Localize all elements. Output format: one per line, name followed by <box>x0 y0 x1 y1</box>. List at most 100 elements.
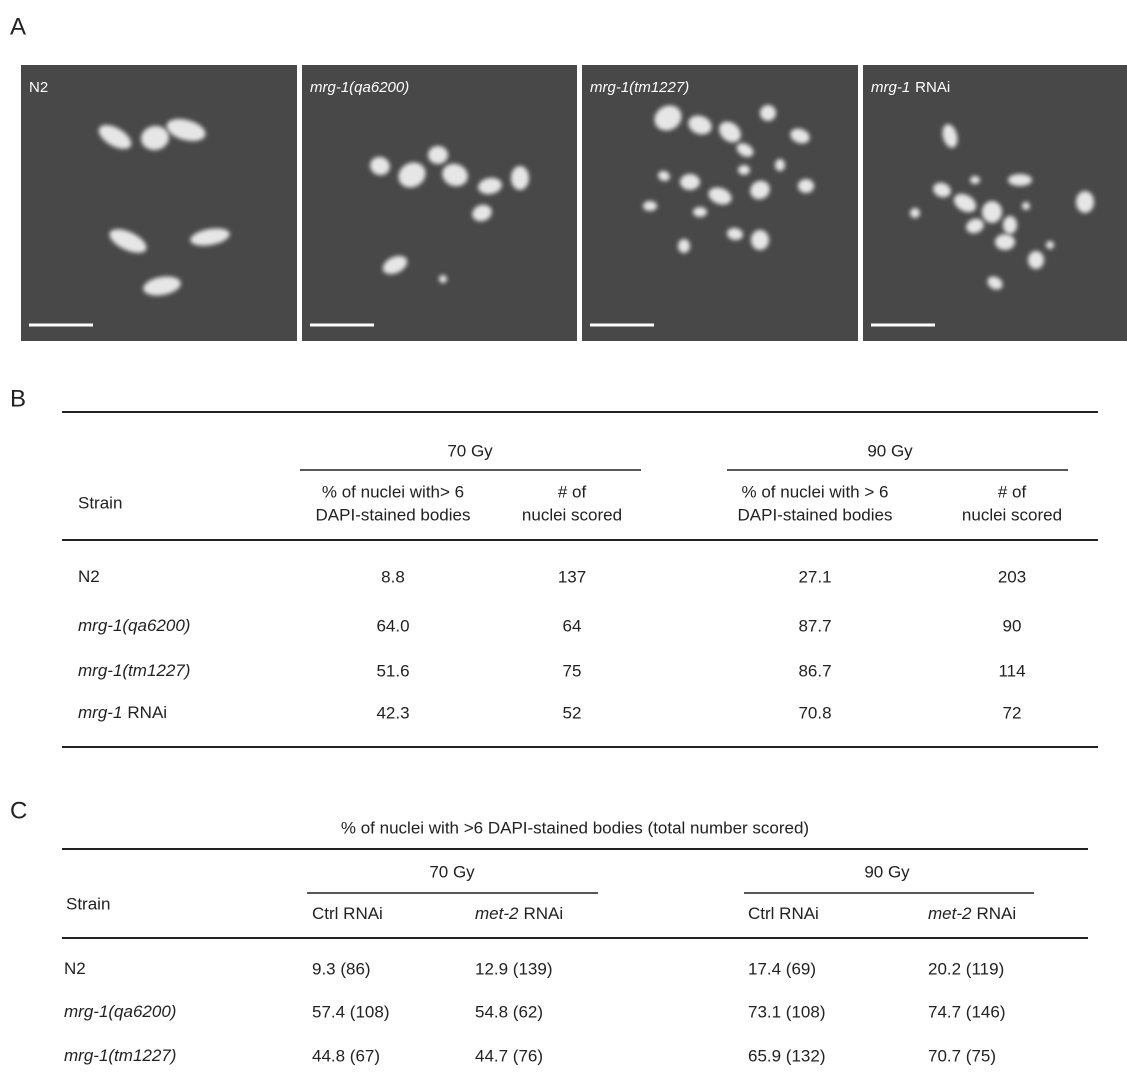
gene-name: mrg-1(qa6200) <box>64 1002 176 1021</box>
column-header: Ctrl RNAi <box>748 904 819 923</box>
chromosome-body <box>1008 174 1032 186</box>
strain-name: mrg-1(qa6200) <box>78 616 190 635</box>
strain-name: mrg-1(tm1227) <box>64 1046 176 1065</box>
image-label: N2 <box>29 79 48 96</box>
group-header: 70 Gy <box>429 862 475 881</box>
gene-name: mrg-1(qa6200) <box>78 616 190 635</box>
table-cell: 51.6 <box>376 661 409 680</box>
chromosome-body <box>775 159 785 171</box>
chromosome-body <box>738 165 750 175</box>
column-header: % of nuclei with > 6 <box>742 482 889 501</box>
column-header: nuclei scored <box>522 505 622 524</box>
column-header: Ctrl RNAi <box>312 904 383 923</box>
gene-name: mrg-1(tm1227) <box>78 661 190 680</box>
chromosome-body <box>970 176 980 184</box>
gene-name: met-2 <box>928 904 972 923</box>
table-cell: 20.2 (119) <box>928 959 1004 978</box>
chromosome-body <box>751 230 769 250</box>
chromosome-body <box>680 174 700 190</box>
gene-name: mrg-1 <box>871 79 910 96</box>
chromosome-body <box>1046 241 1054 249</box>
column-header: met-2RNAi <box>475 904 563 923</box>
gene-name: mrg-1 <box>78 703 122 722</box>
micrograph <box>21 65 297 341</box>
figure: A B C N2 mrg-1(qa6200) mrg-1(tm1227) mrg-1 RNAi… <box>0 0 1127 1086</box>
text-part: N2 <box>29 79 48 96</box>
column-header: # of <box>998 482 1027 501</box>
gene-name: mrg-1(qa6200) <box>310 79 409 96</box>
text-part: RNAi <box>127 703 167 722</box>
table-cell: 42.3 <box>376 703 409 722</box>
strain-name: mrg-1(qa6200) <box>64 1002 176 1021</box>
group-header: 70 Gy <box>447 441 493 460</box>
table-cell: 74.7 (146) <box>928 1002 1006 1021</box>
panel-letter: C <box>10 797 27 824</box>
table-cell: 203 <box>998 567 1026 586</box>
chromosome-body <box>798 179 814 193</box>
chromosome-body <box>1022 202 1030 210</box>
chromosome-body <box>910 208 920 218</box>
chromosome-body <box>643 201 657 211</box>
column-header: # of <box>558 482 587 501</box>
table-cell: 44.8 (67) <box>312 1046 380 1065</box>
column-header: nuclei scored <box>962 505 1062 524</box>
table-cell: 65.9 (132) <box>748 1046 826 1065</box>
table-cell: 86.7 <box>798 661 831 680</box>
table-cell: 12.9 (139) <box>475 959 553 978</box>
table-cell: 57.4 (108) <box>312 1002 390 1021</box>
table-cell: 90 <box>1003 616 1022 635</box>
group-header: 90 Gy <box>864 862 910 881</box>
image-label: mrg-1(tm1227) <box>590 79 689 96</box>
chromosome-body <box>1003 216 1017 234</box>
text-part: N2 <box>64 959 86 978</box>
table-cell: 52 <box>563 703 582 722</box>
chromosome-body <box>428 146 448 164</box>
strain-header: Strain <box>66 894 110 913</box>
column-header: DAPI-stained bodies <box>738 505 893 524</box>
chromosome-body <box>1028 251 1044 269</box>
table-cell: 73.1 (108) <box>748 1002 826 1021</box>
table-cell: 27.1 <box>798 567 831 586</box>
table-cell: 9.3 (86) <box>312 959 371 978</box>
chromosome-body <box>982 201 1002 223</box>
column-header: DAPI-stained bodies <box>316 505 471 524</box>
chromosome-body <box>511 166 529 190</box>
chromosome-body <box>439 275 447 283</box>
text-part: RNAi <box>915 79 950 96</box>
table-cell: 8.8 <box>381 567 405 586</box>
gene-name: met-2 <box>475 904 519 923</box>
table-cell: 137 <box>558 567 586 586</box>
table-cell: 44.7 (76) <box>475 1046 543 1065</box>
strain-name: N2 <box>64 959 86 978</box>
table-cell: 114 <box>998 661 1025 680</box>
column-header: % of nuclei with> 6 <box>322 482 464 501</box>
chromosome-body <box>760 105 776 121</box>
table-caption: % of nuclei with >6 DAPI-stained bodies … <box>341 818 809 837</box>
gene-name: mrg-1(tm1227) <box>590 79 689 96</box>
table-cell: 70.8 <box>798 703 831 722</box>
strain-name: mrg-1 RNAi <box>78 703 167 722</box>
table-cell: 87.7 <box>798 616 831 635</box>
strain-name: mrg-1(tm1227) <box>78 661 190 680</box>
table-cell: 64 <box>563 616 582 635</box>
image-label: mrg-1(qa6200) <box>310 79 409 96</box>
micrograph <box>302 65 577 341</box>
strain-header: Strain <box>78 493 122 512</box>
group-header: 90 Gy <box>867 441 913 460</box>
chromosome-body <box>1076 191 1094 213</box>
text-part: N2 <box>78 567 100 586</box>
table-cell: 54.8 (62) <box>475 1002 543 1021</box>
panel-letter: A <box>10 13 26 40</box>
table-cell: 64.0 <box>376 616 409 635</box>
strain-name: N2 <box>78 567 100 586</box>
chromosome-body <box>693 207 707 217</box>
table-cell: 72 <box>1003 703 1022 722</box>
panel-letter: B <box>10 385 26 412</box>
text-part: RNAi <box>523 904 563 923</box>
table-cell: 75 <box>563 661 582 680</box>
table-cell: 17.4 (69) <box>748 959 816 978</box>
chromosome-body <box>678 239 690 253</box>
text-part: Ctrl RNAi <box>312 904 383 923</box>
chromosome-body <box>995 234 1015 250</box>
